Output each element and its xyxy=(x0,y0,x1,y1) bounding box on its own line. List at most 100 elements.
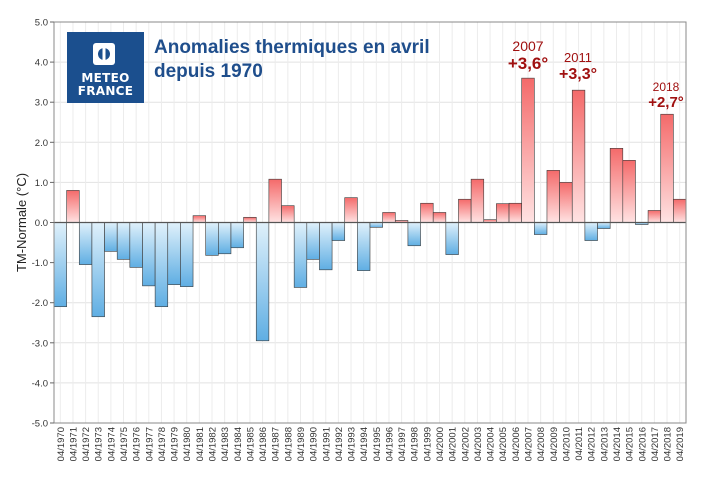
chart-title-line2: depuis 1970 xyxy=(154,61,263,82)
meteo-france-logo: METEO FRANCE xyxy=(67,32,144,103)
x-tick-label: 04/1976 xyxy=(132,427,143,461)
y-tick-label: -4.0 xyxy=(32,378,48,389)
x-tick-label: 04/1982 xyxy=(208,427,219,461)
bar-04-2011 xyxy=(571,89,586,223)
bar-04-1994 xyxy=(357,222,371,271)
x-tick-label: 04/2006 xyxy=(511,427,522,461)
y-tick-label: -5.0 xyxy=(32,419,48,430)
y-tick-label: 2.0 xyxy=(35,138,48,149)
x-tick-label: 04/1971 xyxy=(68,427,79,461)
x-tick-label: 04/2018 xyxy=(663,427,674,461)
x-tick-label: 04/2008 xyxy=(536,427,547,461)
y-tick-label: 4.0 xyxy=(35,58,48,69)
bar-04-1989 xyxy=(293,222,308,288)
x-tick-label: 04/1980 xyxy=(182,427,193,461)
bar-04-1974 xyxy=(104,222,118,252)
bar-04-1996 xyxy=(382,212,396,223)
bar-04-1988 xyxy=(281,205,295,223)
x-tick-label: 04/1977 xyxy=(144,427,155,461)
bar-04-1973 xyxy=(91,222,105,318)
x-tick-label: 04/2003 xyxy=(473,427,484,461)
chart-title: Anomalies thermiques en avril depuis 197… xyxy=(154,36,430,84)
annotation-year: 2018 xyxy=(652,80,680,94)
x-tick-label: 04/1973 xyxy=(94,427,105,461)
x-tick-label: 04/1986 xyxy=(258,427,269,461)
bar-04-2013 xyxy=(597,222,611,229)
x-tick-label: 04/1984 xyxy=(233,427,244,461)
y-tick-label: -2.0 xyxy=(32,298,48,309)
x-tick-label: 04/1970 xyxy=(56,427,67,461)
x-tick-label: 04/2009 xyxy=(549,427,560,461)
bar-04-2009 xyxy=(546,170,560,223)
x-tick-label: 04/1995 xyxy=(372,427,383,461)
x-tick-label: 04/2000 xyxy=(435,427,446,461)
annotation-year: 2007 xyxy=(512,38,544,54)
bar-04-2018 xyxy=(660,113,674,223)
bar-04-1981 xyxy=(192,215,206,223)
annotation-2018: 2018 +2,7° xyxy=(636,80,696,112)
annotation-year: 2011 xyxy=(564,50,592,65)
y-tick-label: 5.0 xyxy=(35,18,48,29)
x-tick-label: 04/1979 xyxy=(170,427,181,461)
bar-04-1995 xyxy=(369,222,383,228)
bar-04-1993 xyxy=(344,197,358,223)
x-tick-label: 04/1996 xyxy=(384,427,395,461)
x-tick-label: 04/2019 xyxy=(675,427,686,461)
bar-04-1986 xyxy=(255,222,270,342)
bar-04-2008 xyxy=(534,222,548,235)
x-tick-label: 04/1985 xyxy=(245,427,256,461)
bar-04-2012 xyxy=(584,222,598,241)
x-tick-label: 04/2004 xyxy=(486,427,497,461)
bar-04-1991 xyxy=(319,222,333,271)
y-tick-label: 1.0 xyxy=(35,178,48,189)
annotation-2011: 2011 +3,3° xyxy=(548,50,608,84)
bar-04-1979 xyxy=(167,222,181,285)
bar-04-1970 xyxy=(53,222,67,308)
annotation-2007: 2007 +3,6° xyxy=(498,38,558,74)
x-tick-label: 04/1993 xyxy=(347,427,358,461)
x-tick-label: 04/2010 xyxy=(561,427,572,461)
bar-04-1982 xyxy=(205,222,219,256)
x-tick-label: 04/1972 xyxy=(81,427,92,461)
bars xyxy=(53,77,687,342)
bar-04-2007 xyxy=(521,77,535,223)
x-tick-label: 04/2016 xyxy=(637,427,648,461)
y-axis-label: TM-Normale (°C) xyxy=(14,173,29,272)
x-tick-label: 04/2017 xyxy=(650,427,661,461)
x-tick-label: 04/1994 xyxy=(359,427,370,461)
bar-04-1990 xyxy=(306,222,320,260)
bar-04-2003 xyxy=(470,178,485,223)
x-tick-label: 04/1999 xyxy=(422,427,433,461)
x-tick-label: 04/1988 xyxy=(283,427,294,461)
y-tick-label: 3.0 xyxy=(35,98,48,109)
bar-04-2015 xyxy=(622,160,636,223)
x-tick-label: 04/1983 xyxy=(220,427,231,461)
x-axis-ticks: 04/1970 04/1971 04/1972 04/1973 04/1974 04/19… xyxy=(56,427,686,461)
annotation-value: +3,6° xyxy=(507,54,549,73)
x-tick-label: 04/2001 xyxy=(448,427,459,461)
x-tick-label: 04/1998 xyxy=(410,427,421,461)
x-tick-label: 04/2015 xyxy=(625,427,636,461)
x-tick-label: 04/2002 xyxy=(460,427,471,461)
bar-04-1985 xyxy=(243,216,257,223)
bar-04-1980 xyxy=(180,222,194,287)
bar-04-2002 xyxy=(458,198,472,223)
y-tick-label: 0.0 xyxy=(35,218,48,229)
bar-04-1977 xyxy=(142,222,156,287)
chart-title-line1: Anomalies thermiques en avril xyxy=(154,37,430,58)
x-tick-label: 04/1989 xyxy=(296,427,307,461)
x-tick-label: 04/1987 xyxy=(271,427,282,461)
bar-04-1983 xyxy=(218,222,232,255)
bar-04-1975 xyxy=(116,222,131,260)
x-tick-label: 04/1991 xyxy=(321,427,332,461)
x-tick-label: 04/2005 xyxy=(498,427,509,461)
bar-04-1971 xyxy=(66,190,80,223)
bar-04-2010 xyxy=(559,182,573,223)
y-tick-label: -3.0 xyxy=(32,338,48,349)
bar-04-1972 xyxy=(78,222,93,265)
bar-04-2019 xyxy=(673,198,687,223)
annotation-value: +2,7° xyxy=(648,94,684,111)
x-tick-label: 04/2013 xyxy=(599,427,610,461)
bar-04-1999 xyxy=(420,202,434,223)
